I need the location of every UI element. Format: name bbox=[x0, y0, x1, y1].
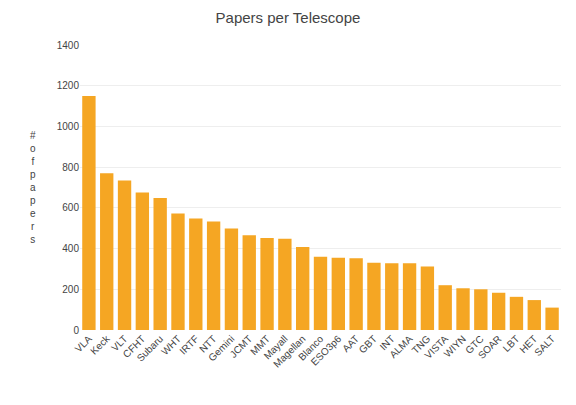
svg-text:Gemini: Gemini bbox=[206, 333, 236, 363]
svg-text:INT: INT bbox=[378, 333, 397, 352]
svg-text:SALT: SALT bbox=[532, 333, 557, 358]
svg-text:AAT: AAT bbox=[340, 333, 361, 354]
svg-text:1200: 1200 bbox=[57, 80, 80, 91]
svg-text:LBT: LBT bbox=[501, 333, 522, 354]
svg-text:VISTA: VISTA bbox=[422, 333, 450, 361]
svg-text:Subaru: Subaru bbox=[135, 333, 166, 364]
svg-text:MMT: MMT bbox=[248, 333, 272, 357]
svg-text:600: 600 bbox=[62, 202, 79, 213]
svg-text:ALMA: ALMA bbox=[387, 333, 414, 360]
svg-text:Papers per Telescope: Papers per Telescope bbox=[216, 9, 361, 26]
svg-text:Magellan: Magellan bbox=[271, 333, 307, 369]
svg-text:400: 400 bbox=[62, 243, 79, 254]
svg-text:VLT: VLT bbox=[109, 333, 129, 353]
svg-text:800: 800 bbox=[62, 162, 79, 173]
svg-text:Keck: Keck bbox=[88, 332, 112, 356]
svg-text:TNG: TNG bbox=[410, 333, 433, 356]
svg-text:1400: 1400 bbox=[57, 40, 80, 51]
svg-text:0: 0 bbox=[73, 325, 79, 336]
svg-text:GBT: GBT bbox=[357, 333, 379, 355]
svg-text:HET: HET bbox=[517, 333, 539, 355]
svg-text:WIYN: WIYN bbox=[442, 333, 468, 359]
svg-text:SOAR: SOAR bbox=[476, 333, 504, 361]
svg-text:GTC: GTC bbox=[463, 333, 486, 356]
svg-text:200: 200 bbox=[62, 284, 79, 295]
svg-text:Blanco: Blanco bbox=[296, 333, 326, 363]
svg-text:VLA: VLA bbox=[73, 333, 94, 354]
svg-text:WHT: WHT bbox=[159, 333, 183, 357]
svg-text:#ofpapers: #ofpapers bbox=[30, 130, 36, 245]
svg-text:IRTF: IRTF bbox=[177, 333, 200, 356]
svg-text:1000: 1000 bbox=[57, 121, 80, 132]
svg-text:JCMT: JCMT bbox=[228, 333, 255, 360]
svg-text:ESO3p6: ESO3p6 bbox=[309, 333, 344, 368]
svg-text:NTT: NTT bbox=[197, 333, 219, 355]
svg-text:Mayall: Mayall bbox=[262, 333, 290, 361]
svg-text:CFHT: CFHT bbox=[121, 333, 148, 360]
